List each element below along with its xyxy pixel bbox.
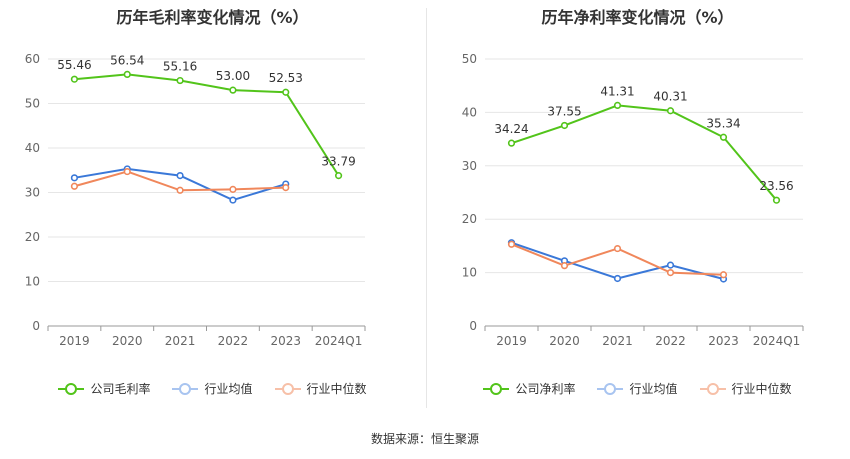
legend-marker-orange [274, 382, 301, 395]
y-tick-label: 0 [469, 319, 477, 333]
legend-label: 公司毛利率 [90, 382, 151, 396]
data-label: 55.16 [163, 60, 197, 74]
net-margin-panel: 历年净利率变化情况（%） 0 10 20 30 40 50 2019 2020 2021 2022… [425, 0, 850, 410]
legend-item-industry-mean[interactable]: 行业均值 [597, 380, 678, 397]
data-point [334, 172, 343, 180]
legend-item-company[interactable]: 公司毛利率 [58, 380, 150, 397]
x-tick-label: 2023 [270, 334, 301, 348]
x-tick-label: 2024Q1 [753, 334, 801, 348]
y-tick-label: 30 [462, 159, 477, 173]
y-tick-label: 0 [32, 319, 40, 333]
x-tick-label: 2021 [602, 334, 633, 348]
y-tick-label: 50 [25, 97, 40, 111]
data-point [229, 196, 237, 204]
data-label: 40.31 [653, 90, 687, 104]
y-tick-label: 10 [25, 275, 40, 289]
data-label: 56.54 [110, 53, 144, 67]
legend: 公司净利率 行业均值 行业中位数 [425, 380, 850, 397]
data-label: 41.31 [600, 84, 634, 98]
y-tick-label: 40 [462, 105, 477, 119]
net-margin-chart: 0 10 20 30 40 50 2019 2020 2021 2022 2023 2024Q1 34.… [462, 52, 804, 348]
y-tick-label: 50 [462, 52, 477, 66]
data-point [70, 174, 79, 182]
legend-label: 公司净利率 [515, 382, 576, 396]
data-point [282, 88, 290, 96]
legend-marker-green [58, 382, 85, 395]
data-point [282, 184, 290, 192]
y-tick-label: 20 [25, 230, 40, 244]
x-tick-label: 2022 [655, 334, 686, 348]
legend-marker-green [483, 382, 510, 395]
x-tick-label: 2024Q1 [315, 334, 363, 348]
data-point [70, 182, 79, 190]
data-label: 35.34 [706, 116, 740, 130]
data-point [123, 70, 131, 78]
series-line [74, 73, 340, 177]
data-point [507, 139, 516, 147]
data-point [666, 107, 675, 115]
data-label: 52.53 [269, 71, 303, 85]
data-label: 53.00 [216, 69, 250, 83]
gross-margin-panel: 历年毛利率变化情况（%） 0 10 20 30 40 50 60 2019 2020 2021 20… [0, 0, 425, 410]
legend-item-industry-median[interactable]: 行业中位数 [274, 380, 367, 397]
legend-item-industry-mean[interactable]: 行业均值 [172, 380, 253, 397]
gross-margin-chart: 0 10 20 30 40 50 60 2019 2020 2021 2022 2023 2024Q1 5… [25, 52, 366, 348]
chart-title: 历年毛利率变化情况（%） [116, 8, 309, 27]
legend-marker-blue [597, 382, 624, 395]
x-tick-label: 2021 [165, 334, 196, 348]
data-label: 23.56 [759, 179, 793, 193]
data-label: 34.24 [494, 122, 528, 136]
legend-label: 行业中位数 [306, 382, 367, 396]
x-tick-label: 2020 [112, 334, 143, 348]
legend-item-company[interactable]: 公司净利率 [483, 380, 575, 397]
data-point [613, 244, 622, 253]
x-tick-label: 2020 [549, 334, 580, 348]
data-point [507, 240, 516, 248]
panel-divider [426, 8, 427, 408]
data-label: 55.46 [57, 58, 91, 72]
y-tick-label: 30 [25, 186, 40, 200]
x-tick-label: 2019 [496, 334, 527, 348]
series-line [511, 104, 778, 201]
data-point [229, 185, 237, 193]
data-point [560, 262, 569, 270]
data-point [176, 171, 184, 180]
data-point [772, 196, 781, 204]
y-tick-label: 60 [25, 52, 40, 66]
data-point [613, 274, 622, 283]
legend-label: 行业均值 [204, 382, 253, 396]
data-point [123, 167, 131, 176]
data-label: 37.55 [547, 104, 581, 118]
data-point [176, 76, 184, 85]
legend-marker-orange [699, 382, 726, 395]
data-label: 33.79 [321, 155, 355, 169]
legend-label: 行业均值 [629, 382, 678, 396]
x-tick-label: 2023 [708, 334, 739, 348]
data-source: 数据来源：恒生聚源 [370, 432, 479, 446]
x-tick-label: 2019 [59, 334, 90, 348]
data-point [666, 269, 675, 277]
data-point [719, 271, 728, 279]
data-point [229, 86, 237, 94]
legend: 公司毛利率 行业均值 行业中位数 [0, 380, 425, 397]
legend-marker-blue [172, 382, 199, 395]
legend-label: 行业中位数 [731, 382, 792, 396]
legend-item-industry-median[interactable]: 行业中位数 [699, 380, 792, 397]
y-tick-label: 10 [462, 266, 477, 280]
data-point [719, 133, 728, 141]
data-point [666, 261, 675, 269]
data-point [560, 121, 569, 130]
x-tick-label: 2022 [218, 334, 249, 348]
y-tick-label: 40 [25, 141, 40, 155]
data-point [70, 75, 79, 83]
data-point [613, 101, 622, 110]
y-tick-label: 20 [462, 212, 477, 226]
chart-title: 历年净利率变化情况（%） [541, 8, 734, 27]
data-point [176, 186, 184, 194]
